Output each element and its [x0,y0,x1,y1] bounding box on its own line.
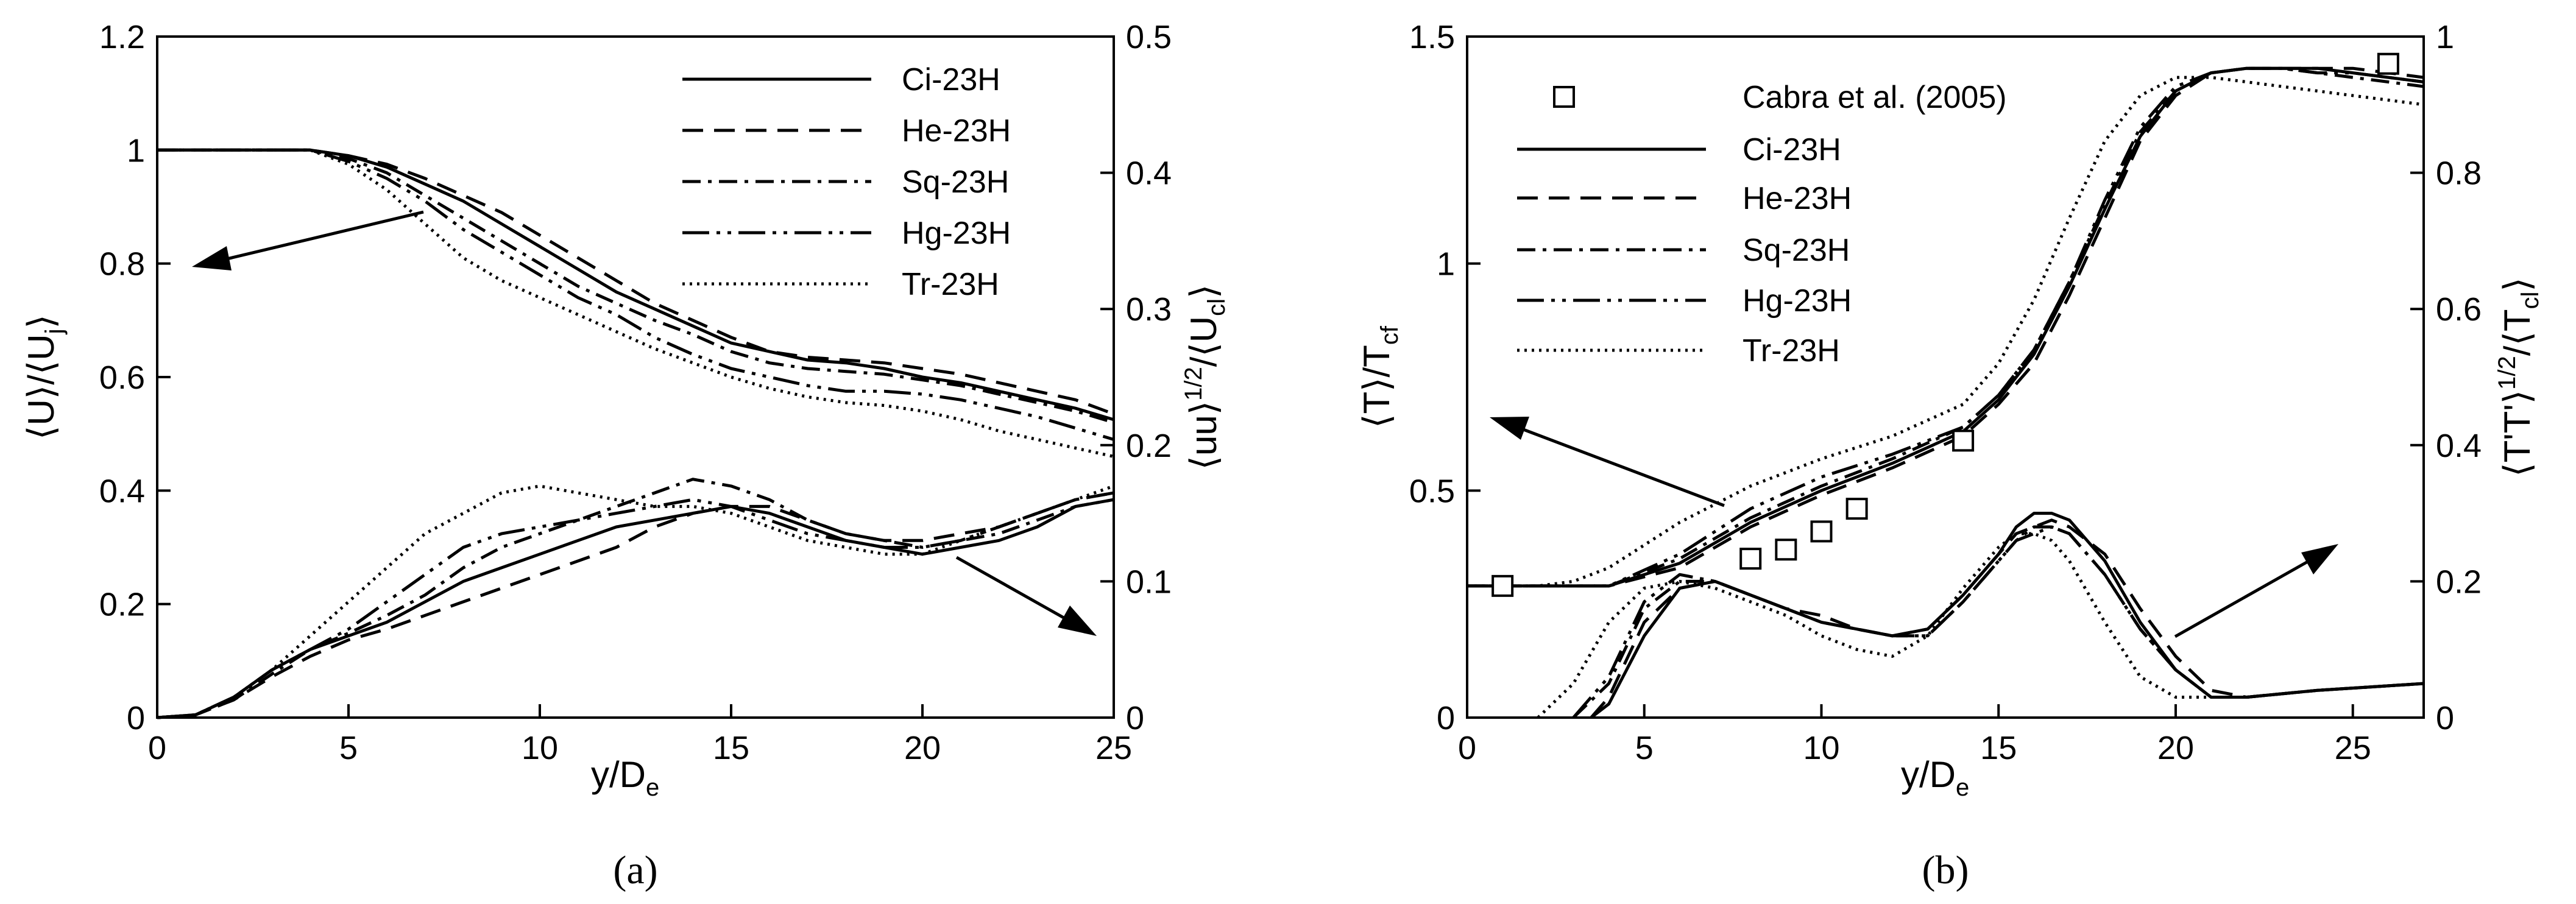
panel-b-arrow-left [1490,417,1725,507]
b-curve-he-23h-left [1467,66,2424,588]
panel-a-legend: Ci-23H He-23H Sq-23H Hg-23H Tr-23H [682,62,1011,302]
panel-b-ticks: 0 5 10 15 20 25 0 0.5 1 1.5 0 0.2 0.4 0.6 0.8 1 [1409,19,2482,766]
b-x-tick-label-20: 20 [2157,730,2194,766]
panel-b-caption: (b) [1922,848,1969,892]
panel-a-y2-axis-label: ⟨uu⟩1/2/⟨Ucl⟩ [1180,284,1230,470]
b-y2-tick-label-0-2: 0.2 [2436,563,2482,600]
a-y-tick-label-0-8: 0.8 [99,246,145,283]
marker-cabra-et-al-1 [1739,548,1762,570]
a-curve-he-23h-left [157,148,1114,415]
panel-a-arrow-left [192,210,424,270]
legend-label-sq-23h-b: Sq-23H [1743,233,1850,268]
legend-label-sq-23h: Sq-23H [902,164,1009,200]
a-x-tick-label-10: 10 [522,730,558,766]
a-y-tick-label-0-2: 0.2 [99,587,145,623]
b-curve-tr-23h-right [1537,532,2424,719]
legend-marker-cabra-et-al [1553,86,1575,108]
panel-b-plot-frame [1466,35,2425,719]
panel-b-legend: Cabra et al. (2005) Ci-23H He-23H Sq-23H… [1517,80,2007,369]
a-y2-tick-label-0: 0 [1126,700,1144,736]
panel-b-y-axis-label: ⟨T⟩/Tcf [1356,325,1403,428]
legend-label-hg-23h: Hg-23H [902,216,1011,251]
a-y-tick-label-0: 0 [127,700,145,736]
panel-a-chart: 0 5 10 15 20 2500.20.40.60.811.200.10.20.30.4… [21,19,1230,892]
a-curve-ci-23h-left [157,148,1114,422]
a-x-tick-label-5: 5 [339,730,358,766]
b-y-tick-label-1: 1 [1437,246,1455,283]
b-curve-ci-23h-left [1467,66,2424,588]
b-x-tick-label-25: 25 [2335,730,2371,766]
panel-b-x-axis-label: y/De [1901,754,1969,801]
b-curve-hg-23h-right [1572,525,2424,719]
panel-b-markers [1491,52,2399,597]
marker-cabra-et-al-5 [1952,429,1975,452]
legend-label-he-23h: He-23H [902,113,1011,149]
b-x-tick-label-10: 10 [1803,730,1839,766]
legend-label-hg-23h-b: Hg-23H [1743,283,1852,319]
a-x-tick-label-25: 25 [1095,730,1132,766]
marker-cabra-et-al-3 [1810,520,1833,543]
legend-label-he-23h-b: He-23H [1743,181,1852,216]
a-curve-hg-23h-left [157,148,1114,441]
panel-a-arrow-right [955,556,1097,636]
panel-b-y2-axis-label: ⟨T'T'⟩1/2/⟨Tcl⟩ [2494,277,2544,477]
panel-b-arrow-right [2174,544,2338,638]
b-y2-tick-label-1: 1 [2436,19,2454,55]
a-curve-hg-23h-right [157,491,1114,719]
a-y2-tick-label-0-5: 0.5 [1126,19,1172,55]
marker-cabra-et-al-6 [2377,52,2399,75]
legend-label-cabra-et-al: Cabra et al. (2005) [1743,80,2007,115]
a-y-tick-label-0-4: 0.4 [99,473,145,509]
legend-label-ci-23h: Ci-23H [902,62,1000,97]
b-curve-hg-23h-left [1467,66,2424,588]
panel-a-curves [157,148,1114,719]
a-x-tick-label-0: 0 [148,730,166,766]
a-y-tick-label-0-6: 0.6 [99,359,145,396]
a-curve-sq-23h-left [157,148,1114,424]
legend-label-tr-23h: Tr-23H [902,267,999,302]
marker-cabra-et-al-0 [1491,574,1514,597]
a-y2-tick-label-0-2: 0.2 [1126,428,1172,464]
a-x-tick-label-20: 20 [904,730,941,766]
a-y-tick-label-1-2: 1.2 [99,19,145,55]
marker-cabra-et-al-2 [1775,539,1797,561]
a-y2-tick-label-0-1: 0.1 [1126,563,1172,600]
b-y-tick-label-1-5: 1.5 [1409,19,1455,55]
b-y-tick-label-0-5: 0.5 [1409,473,1455,509]
panel-a-y-axis-label: ⟨U⟩/⟨Uj⟩ [21,314,68,440]
b-y-tick-label-0: 0 [1437,700,1455,736]
b-curve-he-23h-right [1590,518,2424,719]
a-y2-tick-label-0-4: 0.4 [1126,155,1172,192]
panel-b-curves [1467,66,2424,719]
a-y-tick-label-1: 1 [127,132,145,169]
panel-a-ticks: 0 5 10 15 20 2500.20.40.60.811.200.10.20.30.4… [99,19,1172,766]
panel-a-caption: (a) [613,848,657,892]
b-y2-tick-label-0: 0 [2436,700,2454,736]
legend-label-tr-23h-b: Tr-23H [1743,333,1840,369]
b-y2-tick-label-0-8: 0.8 [2436,155,2482,192]
a-x-tick-label-15: 15 [713,730,749,766]
panel-a-x-axis-label: y/De [591,754,659,801]
panel-b-chart: 0 5 10 15 20 25 0 0.5 1 1.5 0 0.2 0.4 0.6 0.8 1 Cabra e… [1356,19,2544,892]
b-y2-tick-label-0-4: 0.4 [2436,428,2482,464]
b-x-tick-label-15: 15 [1980,730,2017,766]
b-x-tick-label-0: 0 [1458,730,1476,766]
marker-cabra-et-al-4 [1845,498,1868,520]
b-x-tick-label-5: 5 [1635,730,1654,766]
a-y2-tick-label-0-3: 0.3 [1126,291,1172,328]
b-y2-tick-label-0-6: 0.6 [2436,291,2482,328]
legend-label-ci-23h-b: Ci-23H [1743,132,1841,168]
a-curve-he-23h-right [157,491,1114,719]
